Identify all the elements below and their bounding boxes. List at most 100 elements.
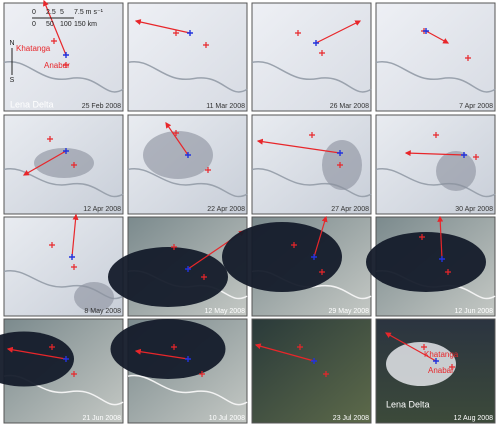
red-cross	[473, 154, 479, 160]
wind-arrow	[315, 20, 362, 44]
coastline	[127, 60, 248, 93]
red-cross	[445, 269, 451, 275]
place-label: Khatanga	[16, 44, 51, 53]
date-label: 30 Apr 2008	[455, 206, 493, 213]
red-cross	[419, 234, 425, 240]
date-label: 26 Mar 2008	[330, 103, 369, 110]
wind-arrow	[384, 332, 437, 362]
red-cross	[337, 162, 343, 168]
blue-cross	[63, 52, 69, 58]
coastline	[3, 60, 124, 93]
compass-north: N	[9, 40, 14, 47]
panel: 11 Mar 2008	[127, 2, 248, 112]
red-cross	[323, 371, 329, 377]
wind-arrow	[22, 150, 67, 176]
wind-arrow	[71, 213, 79, 258]
date-label: 12 Aug 2008	[454, 415, 493, 422]
red-cross	[291, 242, 297, 248]
blue-cross	[187, 30, 193, 36]
panel: 25 Feb 2008 0 2.5 5 7.5 m s⁻¹ 0 50 100 150 km N S K…	[3, 0, 124, 112]
red-cross	[49, 242, 55, 248]
date-label: 21 Jun 2008	[82, 415, 121, 422]
image	[127, 2, 248, 112]
panel: 10 Jul 2008	[110, 318, 248, 424]
red-cross	[71, 264, 77, 270]
red-cross	[297, 344, 303, 350]
open-water	[222, 222, 342, 292]
blue-cross	[423, 28, 429, 34]
open-water	[110, 319, 226, 379]
red-cross	[63, 62, 69, 68]
blue-cross	[185, 266, 191, 272]
red-cross	[71, 162, 77, 168]
wind-arrow	[134, 348, 189, 360]
panel: 21 Jun 2008	[0, 318, 124, 424]
red-cross	[173, 30, 179, 36]
red-cross	[203, 42, 209, 48]
open-water	[108, 247, 228, 307]
panel: 22 Apr 2008	[127, 114, 248, 215]
blue-cross	[185, 152, 191, 158]
date-label: 11 Mar 2008	[206, 103, 245, 110]
open-water	[34, 148, 94, 178]
red-cross	[319, 50, 325, 56]
coastline	[127, 374, 248, 406]
wind-arrow	[43, 0, 67, 56]
blue-cross	[433, 358, 439, 364]
wind-scale-label: 5	[60, 9, 64, 16]
blue-cross	[461, 152, 467, 158]
date-label: 10 Jul 2008	[209, 415, 245, 422]
wind-arrow	[134, 19, 191, 34]
image	[3, 2, 124, 112]
red-cross	[309, 132, 315, 138]
wind-arrow	[6, 346, 67, 360]
red-cross	[295, 30, 301, 36]
coastline	[3, 168, 124, 198]
wind-arrow	[313, 215, 328, 258]
red-cross	[205, 167, 211, 173]
coastline	[251, 168, 372, 198]
red-cross	[49, 344, 55, 350]
date-label: 12 Jun 2008	[454, 308, 493, 315]
blue-cross	[439, 256, 445, 262]
wind-scale-label: 2.5	[46, 9, 56, 16]
panel: 29 May 2008	[222, 215, 372, 317]
open-water	[74, 282, 114, 312]
date-label: 12 Apr 2008	[83, 206, 121, 213]
open-water	[0, 331, 74, 387]
blue-cross	[313, 40, 319, 46]
red-cross	[421, 344, 427, 350]
panel: 12 Jun 2008	[366, 215, 496, 317]
image	[375, 2, 496, 112]
date-label: 8 May 2008	[84, 308, 121, 315]
distance-scale-label: 0	[32, 21, 36, 28]
wind-arrow	[256, 138, 341, 154]
compass-south: S	[10, 77, 15, 84]
date-label: 27 Apr 2008	[331, 206, 369, 213]
wind-arrow	[165, 122, 189, 156]
blue-cross	[185, 356, 191, 362]
red-cross	[433, 132, 439, 138]
red-cross	[51, 38, 57, 44]
red-cross	[449, 364, 455, 370]
distance-scale-label: 50	[46, 21, 54, 28]
date-label: 23 Jul 2008	[333, 415, 369, 422]
panel: 12 Aug 2008 Khatanga Anabar Lena Delta	[375, 318, 496, 424]
blue-cross	[311, 358, 317, 364]
red-cross	[71, 371, 77, 377]
panel: 27 Apr 2008	[251, 114, 372, 215]
red-cross	[173, 130, 179, 136]
panel: 23 Jul 2008	[251, 318, 372, 424]
date-label: 25 Feb 2008	[82, 103, 121, 110]
date-label: 29 May 2008	[329, 308, 370, 315]
panel: 8 May 2008	[3, 213, 124, 317]
date-label: 22 Apr 2008	[207, 206, 245, 213]
open-water	[143, 131, 213, 179]
blue-cross	[69, 254, 75, 260]
panel: 12 May 2008	[108, 216, 248, 317]
red-cross	[465, 55, 471, 61]
red-cross	[201, 274, 207, 280]
red-cross	[171, 244, 177, 250]
date-label: 12 May 2008	[205, 308, 246, 315]
